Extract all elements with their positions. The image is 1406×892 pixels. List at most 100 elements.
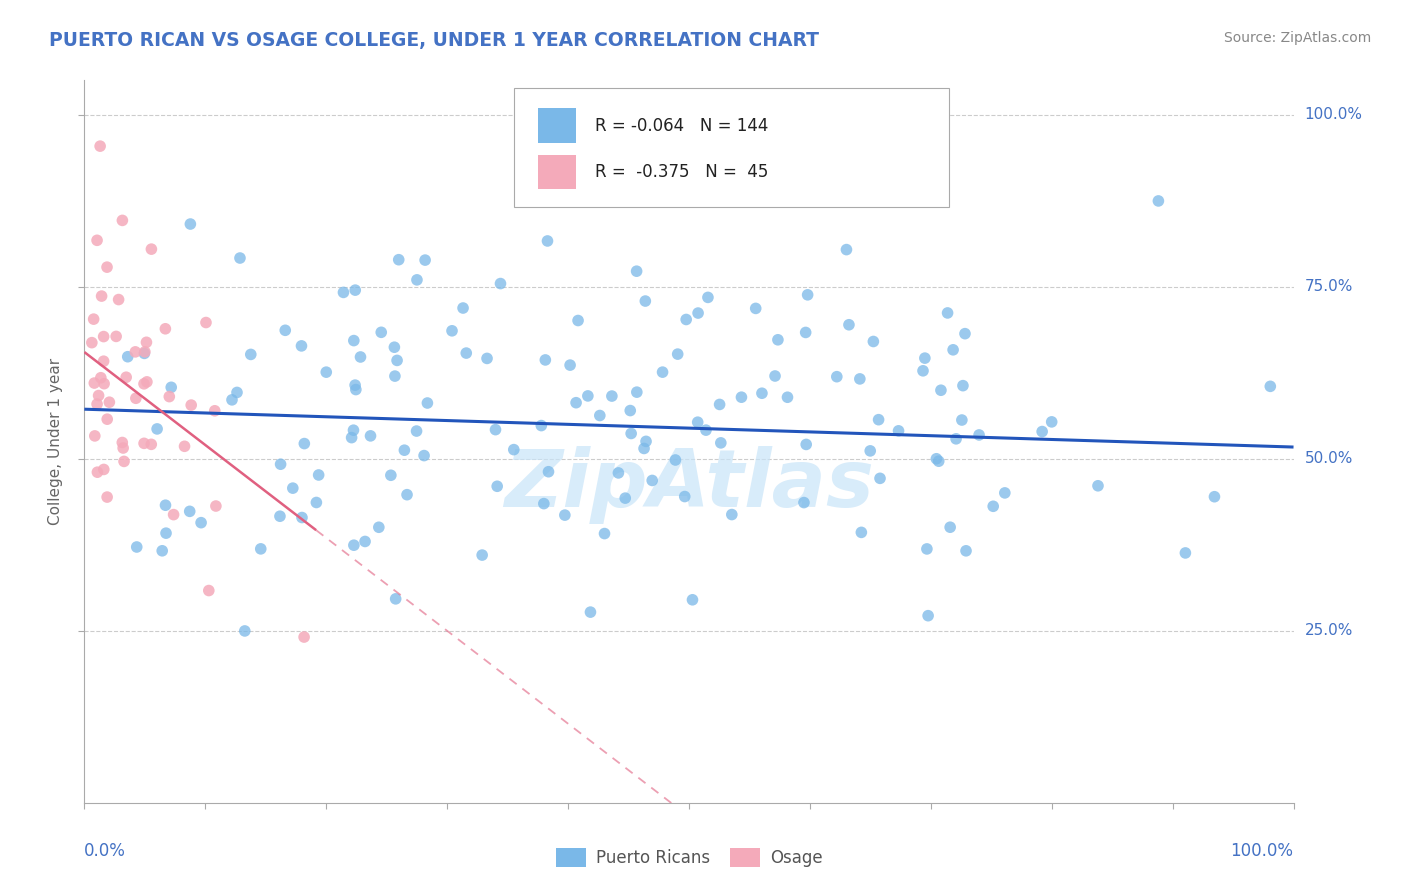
Point: [86, 233, 108, 247]
Legend: Puerto Ricans, Osage: Puerto Ricans, Osage: [548, 841, 830, 874]
Point: [344, 383, 367, 397]
Point: [567, 313, 589, 327]
Point: [157, 390, 180, 404]
Point: [911, 364, 934, 378]
Point: [925, 451, 948, 466]
Point: [221, 392, 243, 407]
Point: [1087, 479, 1109, 493]
Point: [869, 471, 891, 485]
Point: [915, 541, 938, 556]
Point: [146, 422, 169, 436]
Point: [486, 479, 509, 493]
Point: [825, 369, 848, 384]
Point: [155, 498, 177, 512]
Point: [536, 234, 558, 248]
Point: [928, 454, 950, 468]
Point: [83, 376, 105, 390]
Point: [530, 418, 553, 433]
Point: [229, 251, 252, 265]
Text: 25.0%: 25.0%: [1305, 624, 1353, 639]
Point: [413, 449, 436, 463]
Point: [150, 543, 173, 558]
Point: [955, 544, 977, 558]
Text: Source: ZipAtlas.com: Source: ZipAtlas.com: [1223, 31, 1371, 45]
Point: [1204, 490, 1226, 504]
Point: [981, 500, 1004, 514]
Point: [125, 391, 148, 405]
Point: [132, 436, 155, 450]
Point: [360, 429, 382, 443]
Point: [862, 334, 884, 349]
Point: [579, 605, 602, 619]
Point: [942, 343, 965, 357]
Point: [173, 439, 195, 453]
Point: [249, 541, 271, 556]
Point: [614, 491, 637, 505]
Point: [887, 424, 910, 438]
Point: [697, 290, 720, 304]
Point: [929, 383, 952, 397]
Point: [1174, 546, 1197, 560]
Point: [776, 390, 799, 404]
Point: [600, 389, 623, 403]
Point: [835, 243, 858, 257]
Point: [633, 442, 655, 456]
Point: [686, 415, 709, 429]
Point: [281, 481, 304, 495]
Point: [179, 217, 201, 231]
Point: [936, 306, 959, 320]
Point: [344, 378, 367, 392]
Point: [107, 293, 129, 307]
Point: [274, 323, 297, 337]
Point: [155, 322, 177, 336]
Point: [406, 273, 429, 287]
Point: [720, 508, 742, 522]
Point: [226, 385, 249, 400]
Point: [914, 351, 936, 365]
Point: [641, 474, 664, 488]
Point: [89, 139, 111, 153]
Point: [340, 431, 363, 445]
Point: [484, 423, 506, 437]
Point: [134, 346, 156, 360]
Point: [205, 499, 228, 513]
Point: [270, 457, 292, 471]
Point: [796, 288, 818, 302]
Point: [382, 340, 405, 354]
Point: [838, 318, 860, 332]
Point: [308, 467, 330, 482]
Point: [952, 378, 974, 392]
Point: [190, 516, 212, 530]
Point: [292, 436, 315, 450]
Point: [162, 508, 184, 522]
Point: [766, 333, 789, 347]
Point: [868, 412, 890, 426]
Point: [384, 369, 406, 384]
Point: [939, 520, 962, 534]
Point: [565, 395, 588, 409]
Point: [634, 294, 657, 309]
Point: [413, 253, 436, 268]
Point: [239, 347, 262, 361]
Text: 100.0%: 100.0%: [1305, 107, 1362, 122]
Point: [233, 624, 256, 638]
Point: [619, 403, 641, 417]
FancyBboxPatch shape: [538, 109, 576, 143]
Point: [83, 312, 105, 326]
Point: [675, 312, 697, 326]
Point: [332, 285, 354, 300]
Text: R =  -0.375   N =  45: R = -0.375 N = 45: [595, 163, 768, 181]
Point: [354, 534, 377, 549]
Point: [917, 608, 939, 623]
Point: [994, 486, 1017, 500]
Point: [195, 316, 218, 330]
Point: [370, 326, 392, 340]
Point: [342, 423, 364, 437]
Point: [93, 462, 115, 476]
Point: [80, 335, 103, 350]
Point: [607, 466, 630, 480]
Point: [349, 350, 371, 364]
Text: ZipAtlas: ZipAtlas: [503, 446, 875, 524]
Text: 0.0%: 0.0%: [84, 842, 127, 860]
Point: [112, 441, 135, 455]
